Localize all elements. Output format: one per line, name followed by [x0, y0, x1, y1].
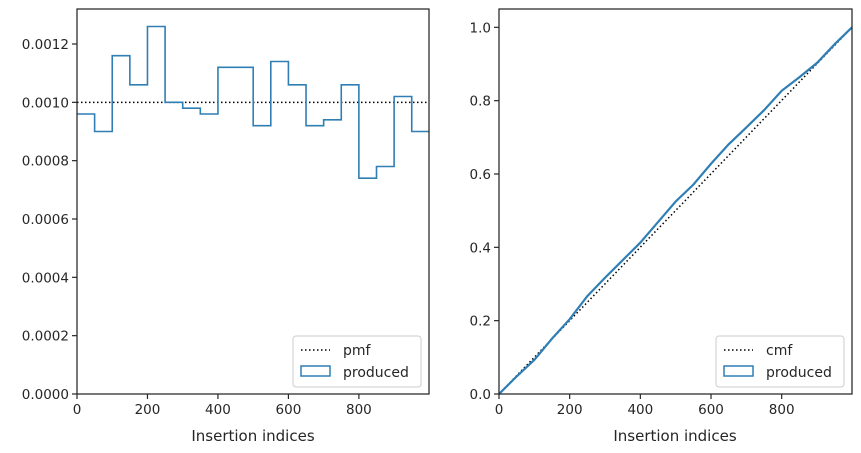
- x-tick-label: 0: [495, 402, 504, 418]
- x-axis-label: Insertion indices: [613, 427, 736, 445]
- legend-produced-label: produced: [766, 365, 832, 381]
- x-tick-label: 200: [557, 402, 583, 418]
- y-tick-label: 0.0: [470, 387, 491, 403]
- y-tick-label: 0.0008: [22, 154, 69, 170]
- x-tick-label: 600: [698, 402, 724, 418]
- series-produced-line: [498, 26, 853, 395]
- plot-frame: [76, 8, 430, 395]
- y-tick-label: 0.2: [470, 314, 491, 330]
- legend-produced-label: produced: [343, 365, 409, 381]
- plot-frame: [498, 8, 853, 395]
- legend-produced-swatch: [723, 365, 754, 377]
- x-tick-label: 0: [73, 402, 82, 418]
- y-tick-label: 0.0004: [22, 270, 69, 286]
- y-tick-label: 0.0006: [22, 212, 69, 228]
- legend-pmf-label: pmf: [343, 343, 372, 359]
- cmf-chart: 0 200 400 600 800 0.0 0.2 0.4 0.6 0.8 1.0 Insertio…: [470, 8, 853, 445]
- legend-cmf-label: cmf: [766, 343, 793, 359]
- legend: cmf produced: [715, 335, 845, 388]
- pmf-chart: 0 200 400 600 800 0.0000 0.0002 0.0004 0.0006 0.0…: [22, 8, 430, 445]
- x-tick-label: 400: [205, 402, 231, 418]
- x-tick-label: 600: [276, 402, 302, 418]
- legend-box: [292, 335, 422, 388]
- y-tick-label: 0.6: [470, 167, 491, 183]
- y-tick-label: 0.4: [470, 240, 491, 256]
- x-tick-label: 200: [135, 402, 161, 418]
- y-tick-label: 0.8: [470, 94, 491, 110]
- legend-produced-swatch: [300, 365, 331, 377]
- x-tick-label: 800: [769, 402, 795, 418]
- x-tick-label: 800: [346, 402, 372, 418]
- y-tick-label: 1.0: [470, 20, 491, 36]
- y-tick-label: 0.0010: [22, 95, 69, 111]
- x-axis-label: Insertion indices: [191, 427, 314, 445]
- legend-box: [715, 335, 845, 388]
- x-tick-label: 400: [627, 402, 653, 418]
- y-tick-label: 0.0002: [22, 329, 69, 345]
- y-tick-label: 0.0012: [22, 37, 69, 53]
- legend: pmf produced: [292, 335, 422, 388]
- series-produced-line: [77, 25, 429, 179]
- y-tick-label: 0.0000: [22, 387, 69, 403]
